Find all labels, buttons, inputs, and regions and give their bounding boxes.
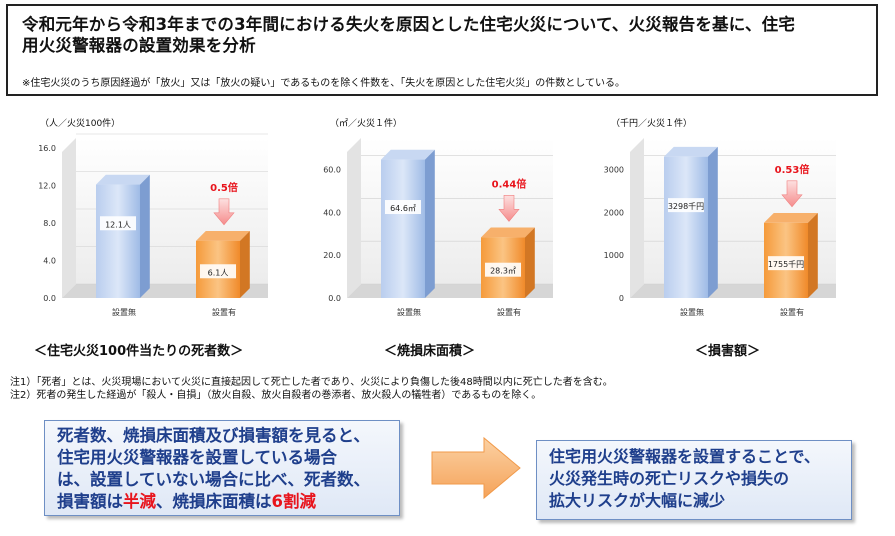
footnote-2: 注2）死者の発生した経過が「殺人・自損」（放火自殺、放火自殺者の巻添者、放火殺人… xyxy=(10,390,542,401)
summary-text-c: 、焼損床面積は xyxy=(156,492,272,511)
summary-right-line-2: 火災発生時の死亡リスクや損失の xyxy=(549,469,790,488)
title-line-1: 令和元年から令和3年までの3年間における失火を原因とした住宅火災について、火災報… xyxy=(22,15,796,34)
y-tick-label: 0 xyxy=(619,294,624,303)
value-label-bg xyxy=(100,216,136,231)
chart-side-wall xyxy=(62,138,76,298)
bar-top-with xyxy=(196,231,250,241)
y-tick-label: 4.0 xyxy=(43,257,56,266)
ratio-label: 0.44倍 xyxy=(492,177,527,190)
x-category-label: 設置有 xyxy=(497,307,521,317)
y-tick-label: 0.0 xyxy=(328,294,341,303)
value-label: 3298千円 xyxy=(668,201,704,211)
footnote-1: 注1）「死者」とは、火災現場において火災に直接起因して死亡した者であり、火災によ… xyxy=(10,377,613,388)
chart2-caption: ＜焼損床面積＞ xyxy=(384,344,476,359)
y-tick-label: 40.0 xyxy=(323,208,341,217)
summary-left-box: 死者数、焼損床面積及び損害額を見ると、 住宅用火災警報器を設置している場合 は、… xyxy=(44,420,400,516)
summary-right-line-1: 住宅用火災警報器を設置することで、 xyxy=(549,447,820,466)
right-arrow-icon xyxy=(431,436,521,500)
x-category-label: 設置無 xyxy=(397,307,421,317)
bar-side-without xyxy=(425,149,435,298)
bar-without-alarm xyxy=(664,156,708,298)
summary-right-line-3: 拡大リスクが大幅に減少 xyxy=(549,491,726,510)
bar-side-without xyxy=(708,146,718,298)
bar-side-with xyxy=(240,231,250,298)
value-label: 6.1人 xyxy=(208,268,229,277)
summary-left-line-2: 住宅用火災警報器を設置している場合 xyxy=(57,448,338,467)
bar-without-alarm xyxy=(381,159,425,298)
ratio-label: 0.5倍 xyxy=(210,181,238,194)
x-category-label: 設置有 xyxy=(780,307,804,317)
value-label-bg xyxy=(200,264,236,279)
value-label: 12.1人 xyxy=(105,220,131,229)
bar-top-without xyxy=(664,146,718,157)
summary-left-line-3: は、設置していない場合に比べ、死者数、 xyxy=(57,470,371,489)
value-label-bg xyxy=(768,256,804,271)
bar-side-with xyxy=(525,227,535,298)
down-arrow-icon xyxy=(781,180,803,208)
summary-left-text: 死者数、焼損床面積及び損害額を見ると、 住宅用火災警報器を設置している場合 は、… xyxy=(57,425,370,513)
summary-right-text: 住宅用火災警報器を設置することで、 火災発生時の死亡リスクや損失の 拡大リスクが… xyxy=(549,446,820,512)
value-label-bg xyxy=(385,200,421,215)
ratio-label: 0.53倍 xyxy=(775,163,810,176)
y-tick-label: 1000 xyxy=(604,251,624,260)
chart2-unit: （㎡／火災１件） xyxy=(330,119,403,129)
header-note: ※住宅火災のうち原因経過が「放火」又は「放火の疑い」であるものを除く件数を、「失… xyxy=(22,78,625,89)
chart1-caption: ＜住宅火災100件当たりの死者数＞ xyxy=(34,344,244,359)
chart-side-wall xyxy=(347,138,361,298)
bar-top-without xyxy=(96,174,150,185)
bar-top-with xyxy=(481,227,535,238)
value-label-bg xyxy=(485,262,521,277)
summary-text-a: 損害額は xyxy=(57,492,123,511)
summary-right-box: 住宅用火災警報器を設置することで、 火災発生時の死亡リスクや損失の 拡大リスクが… xyxy=(536,440,852,520)
summary-left-line-4: 損害額は半減、焼損床面積は6割減 xyxy=(57,491,370,513)
y-tick-label: 16.0 xyxy=(38,144,56,153)
chart1-unit: （人／火災100件） xyxy=(40,119,121,129)
y-tick-label: 0.0 xyxy=(43,294,56,303)
bar-top-with xyxy=(764,212,818,223)
x-category-label: 設置無 xyxy=(680,307,704,317)
chart3-caption: ＜損害額＞ xyxy=(695,344,761,359)
header-box: 令和元年から令和3年までの3年間における失火を原因とした住宅火災について、火災報… xyxy=(6,4,878,96)
y-tick-label: 60.0 xyxy=(323,165,341,174)
chart3-unit: （千円／火災１件） xyxy=(611,119,693,129)
bar-side-without xyxy=(140,174,150,298)
value-label: 28.3㎡ xyxy=(490,267,516,276)
x-category-label: 設置有 xyxy=(212,307,236,317)
page-title: 令和元年から令和3年までの3年間における失火を原因とした住宅火災について、火災報… xyxy=(22,14,874,56)
y-tick-label: 8.0 xyxy=(43,219,56,228)
bar-side-with xyxy=(808,212,818,298)
value-label: 1755千円 xyxy=(768,259,804,269)
summary-left-line-1: 死者数、焼損床面積及び損害額を見ると、 xyxy=(57,426,370,445)
y-tick-label: 20.0 xyxy=(323,251,341,260)
down-arrow-icon xyxy=(213,198,235,226)
down-arrow-icon xyxy=(498,195,520,222)
chart-side-wall xyxy=(630,138,644,298)
value-label: 64.6㎡ xyxy=(390,204,416,213)
footnotes: 注1）「死者」とは、火災現場において火災に直接起因して死亡した者であり、火災によ… xyxy=(10,376,613,402)
y-tick-label: 2000 xyxy=(604,208,624,217)
bar-without-alarm xyxy=(96,184,140,298)
highlight-sixty-percent: 6割減 xyxy=(271,492,316,511)
highlight-half: 半減 xyxy=(123,492,156,511)
y-tick-label: 3000 xyxy=(604,165,624,174)
y-tick-label: 12.0 xyxy=(38,182,56,191)
bar-top-without xyxy=(381,149,435,160)
title-line-2: 用火災警報器の設置効果を分析 xyxy=(22,36,256,55)
value-label-bg xyxy=(668,198,704,213)
x-category-label: 設置無 xyxy=(112,307,136,317)
